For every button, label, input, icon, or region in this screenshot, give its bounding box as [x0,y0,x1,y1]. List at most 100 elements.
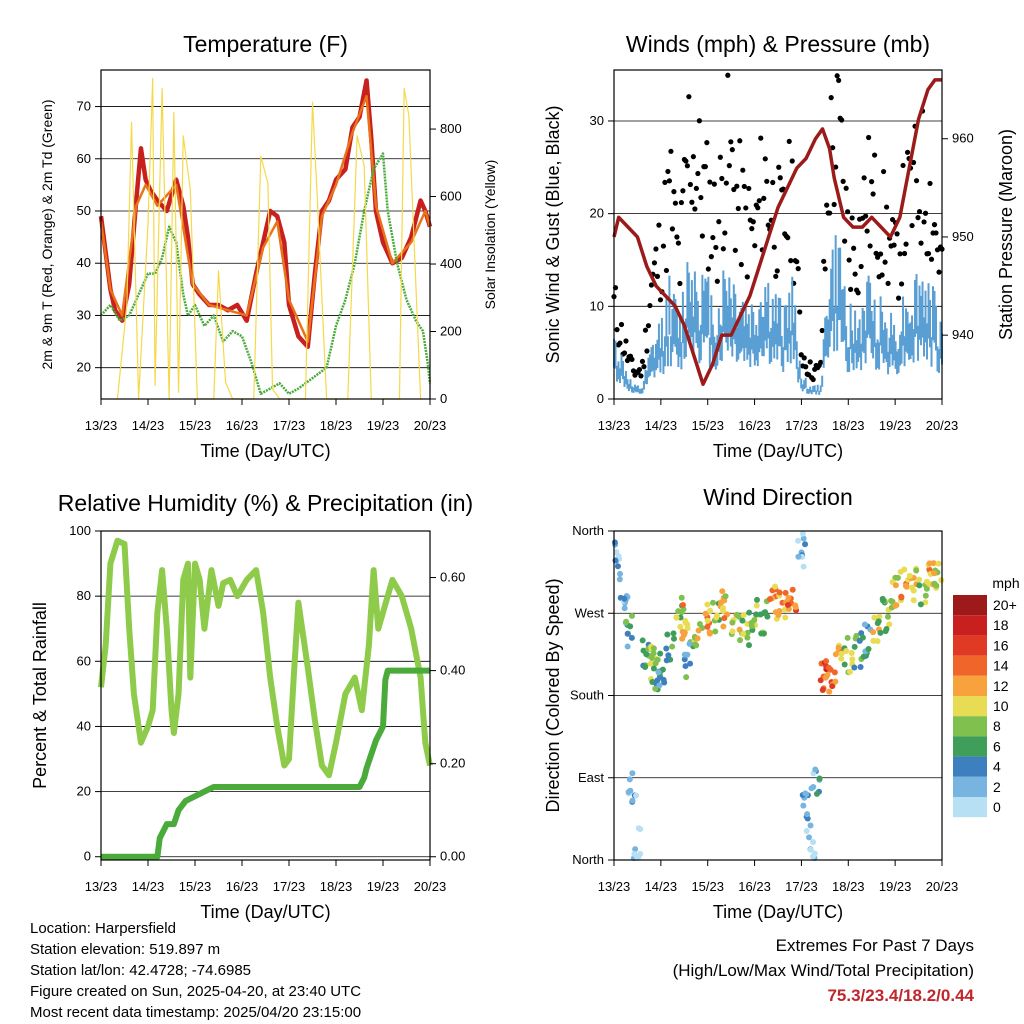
y-tick-label: North [572,523,604,538]
gust-point [750,219,756,225]
x-tick-label: 17/23 [273,879,306,894]
gust-point [678,199,684,206]
gust-point [921,219,927,225]
direction-point [712,628,719,635]
gust-point [740,167,746,173]
direction-point [931,580,938,587]
x-tick-label: 17/23 [273,418,306,433]
x-tick-label: 16/23 [226,879,259,894]
colorbar-swatch [953,675,987,696]
direction-point [687,660,694,667]
direction-point [614,563,621,570]
direction-point [841,661,848,668]
y-tick-label: 30 [77,307,91,322]
direction-point [938,577,945,584]
gust-point [725,72,731,78]
gust-point [726,163,732,169]
y-right-tick-label: 400 [440,256,462,271]
gust-point [614,327,620,333]
x-tick-label: 14/23 [645,418,678,433]
humidity-chart [95,530,436,866]
direction-point [661,679,668,686]
gust-point [657,297,664,303]
direction-point [823,658,830,665]
direction-point [719,588,726,595]
gust-point [704,140,710,146]
direction-point [626,776,633,783]
station-info: Location: Harpersfield Station elevation… [30,918,361,1023]
x-tick-label: 19/23 [367,879,400,894]
gust-point [719,175,725,182]
gust-point [900,162,906,169]
x-tick-label: 15/23 [691,418,724,433]
y-tick-label: 40 [77,255,91,270]
direction-point [838,655,845,662]
gust-point [641,364,647,370]
gust-point [936,269,942,275]
gust-point [843,185,849,191]
direction-point [656,682,663,689]
direction-point [737,637,744,644]
gust-point [933,230,939,236]
direction-point [720,623,727,630]
wind_direction-xlabel: Time (Day/UTC) [713,902,843,922]
gust-point [629,356,635,362]
gust-point [729,147,735,153]
direction-point [694,635,701,642]
gust-point [648,282,655,288]
direction-point [917,601,924,608]
direction-point [746,609,753,616]
direction-point [893,602,900,609]
gust-point [852,271,858,277]
direction-point [637,826,644,833]
direction-point [677,623,684,630]
direction-point [704,601,711,608]
y-right-tick-label: 0.40 [440,663,465,678]
direction-point [648,654,655,661]
gust-point [735,205,741,212]
direction-point [806,834,813,841]
y-right-tick-label: 960 [952,131,974,146]
direction-point [802,790,809,797]
gust-point [764,178,770,184]
direction-point [902,582,909,589]
x-tick-label: 16/23 [738,418,771,433]
y-tick-label: 40 [77,718,91,733]
y-tick-label: West [575,605,605,620]
colorbar-label: 18 [993,617,1009,633]
gust-point [756,198,762,204]
direction-point [886,621,893,628]
gust-point [710,234,716,241]
gust-point [818,359,824,365]
y-tick-label: 20 [77,360,91,375]
direction-point [713,614,720,621]
data-timestamp: Most recent data timestamp: 2025/04/20 2… [30,1004,362,1021]
x-tick-label: 13/23 [598,879,631,894]
x-tick-label: 16/23 [226,418,259,433]
colorbar-swatch [953,716,987,737]
gust-point [636,366,643,373]
x-tick-label: 19/23 [879,879,912,894]
direction-point [861,621,868,628]
gust-point [879,272,885,278]
direction-point [657,650,664,657]
direction-point [629,612,636,619]
gust-point [828,95,834,101]
colorbar-label: 20+ [993,597,1017,613]
gust-point [671,189,677,195]
y-tick-label: 10 [590,298,604,313]
colorbar-swatch [953,615,987,636]
direction-point [785,594,792,601]
direction-point [807,822,814,829]
gust-point [647,302,653,309]
direction-point [782,589,789,596]
direction-point [871,614,878,621]
direction-point [795,537,802,544]
direction-point [884,613,891,620]
direction-point [843,647,850,654]
solar-insolation-line [116,77,422,400]
direction-point [877,629,884,636]
colorbar-swatch [953,655,987,676]
colorbar-swatch [953,756,987,777]
direction-point [643,651,650,658]
